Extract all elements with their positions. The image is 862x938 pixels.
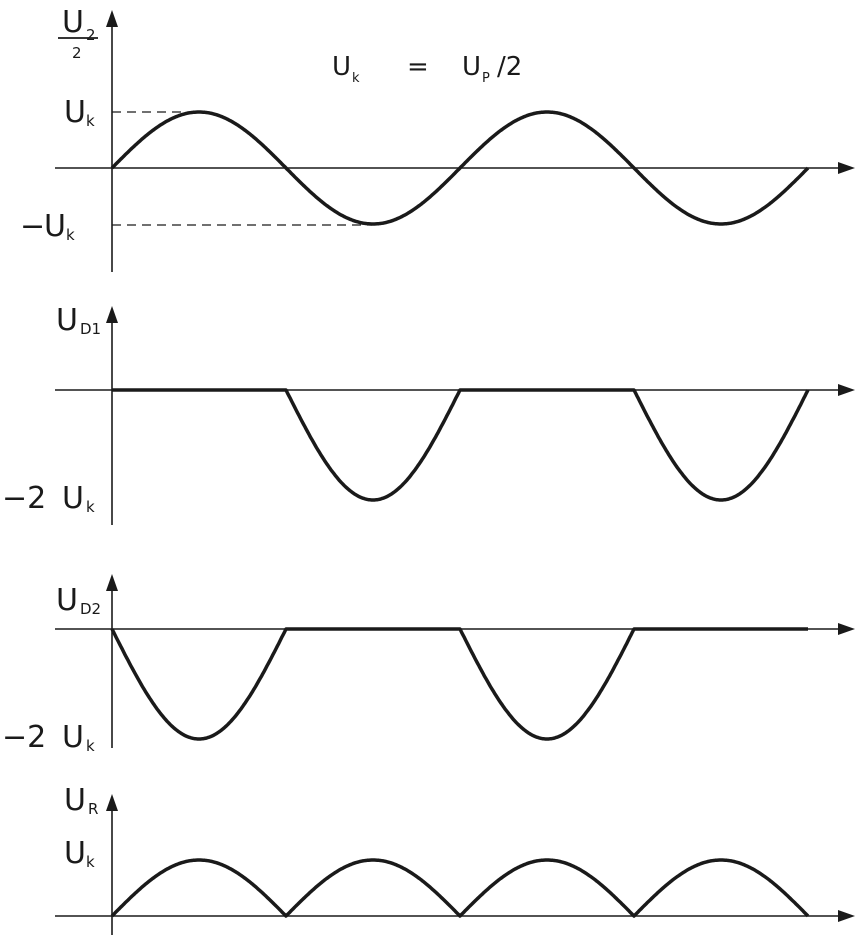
- ud1-y-arrow: [106, 306, 118, 323]
- ud2-ylabel-main: U: [56, 583, 78, 618]
- panel-ud1: U D1 −2 U k: [2, 303, 855, 525]
- ur-y-arrow: [106, 794, 118, 811]
- title-equals: =: [407, 52, 429, 82]
- equation-title: U k = U P /2: [332, 52, 522, 86]
- ur-x-arrow: [838, 910, 855, 922]
- ur-tick-main: U: [64, 836, 86, 871]
- u2-ylabel-denominator: 2: [72, 44, 82, 62]
- u2-tick-uk-sub: k: [86, 112, 95, 130]
- ud1-x-arrow: [838, 384, 855, 396]
- u2-x-arrow: [838, 162, 855, 174]
- ud2-ylabel-sub: D2: [80, 600, 101, 618]
- ud2-wave: [110, 627, 809, 741]
- u2-ylabel-sub: 2: [86, 26, 96, 44]
- u2-tick-neg-uk-sub: k: [66, 226, 75, 244]
- title-lhs-main: U: [332, 52, 351, 82]
- panel-u2: U 2 2 U k − U k: [20, 5, 855, 272]
- title-rhs-sub: P: [482, 71, 490, 86]
- ud1-tick-sub: k: [86, 498, 95, 516]
- u2-tick-neg-uk-main: U: [44, 209, 66, 244]
- u2-tick-neg-uk-prefix: −: [20, 209, 45, 244]
- ur-wave: [110, 858, 810, 918]
- ur-tick-sub: k: [86, 853, 95, 871]
- ud2-tick-prefix: −2: [2, 720, 46, 755]
- panel-ud2: U D2 −2 U k: [2, 574, 855, 755]
- ud1-ylabel-main: U: [56, 303, 78, 338]
- ud2-tick-main: U: [62, 720, 84, 755]
- ur-ylabel-main: U: [64, 783, 86, 818]
- ur-ylabel-sub: R: [88, 800, 98, 818]
- ud2-tick-sub: k: [86, 737, 95, 755]
- u2-sine-wave: [110, 110, 810, 226]
- ud1-wave: [111, 388, 810, 502]
- u2-tick-uk-main: U: [64, 95, 86, 130]
- ud1-tick-main: U: [62, 481, 84, 516]
- ud1-tick-prefix: −2: [2, 481, 46, 516]
- ud2-y-arrow: [106, 574, 118, 591]
- ud2-x-arrow: [838, 623, 855, 635]
- u2-ylabel-main: U: [62, 5, 84, 40]
- title-rhs-main: U: [462, 52, 481, 82]
- ud1-ylabel-sub: D1: [80, 320, 101, 338]
- title-rhs-tail: /2: [497, 52, 522, 82]
- u2-y-arrow: [106, 10, 118, 27]
- panel-ur: U R U k: [55, 783, 855, 935]
- title-lhs-sub: k: [352, 71, 360, 86]
